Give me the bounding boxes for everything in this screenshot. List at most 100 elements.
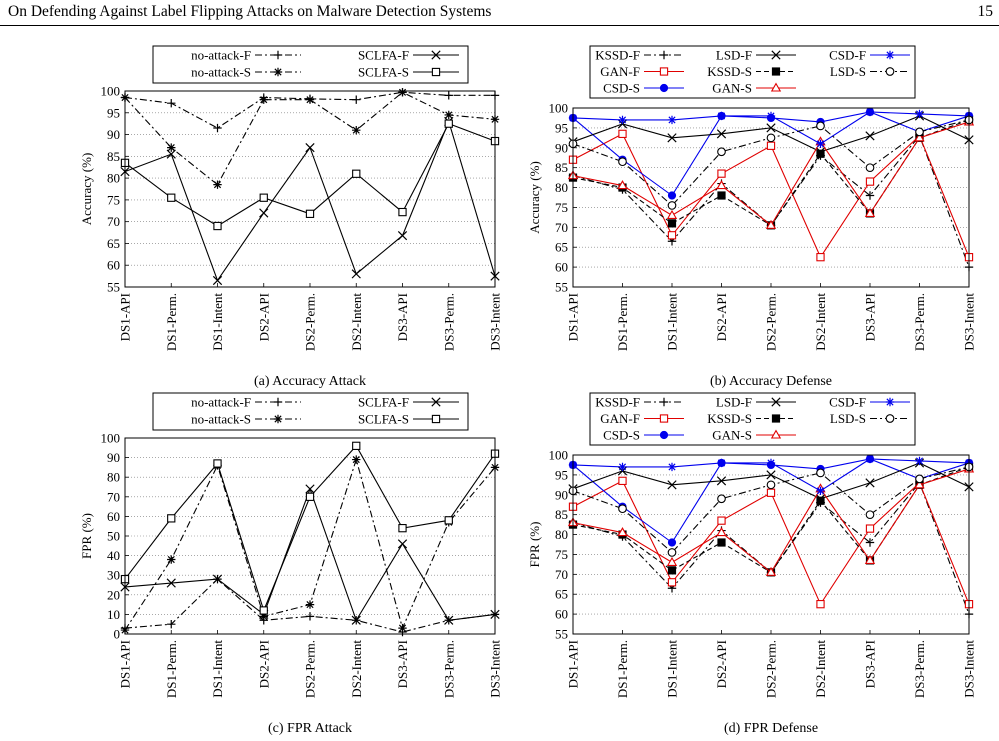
chart-c-ytick-3: 30 [107, 568, 120, 583]
chart-d-series-csd-f-point-3 [717, 458, 726, 468]
chart-b-ylabel: Accuracy (%) [527, 161, 542, 234]
chart-b-legend-kssd-s-swatch-marker [771, 67, 781, 76]
chart-d-xtick-ds1-perm: DS1-Perm. [615, 640, 630, 698]
chart-b-series-gan-f-point-6 [865, 177, 875, 186]
chart-c-series-sclfa-s-point-3 [259, 606, 268, 615]
chart-d-ytick-7: 90 [555, 487, 568, 502]
chart-d-series-csd-f-point-6 [865, 454, 875, 464]
chart-a-series-sclfa-f-line [124, 119, 496, 282]
chart-b-series-csd-s-point-2 [667, 191, 677, 200]
chart-b-ytick-3: 70 [555, 220, 568, 235]
chart-b-legend-lsd-f-label: LSD-F [716, 48, 752, 63]
chart-d-ytick-8: 95 [555, 467, 568, 482]
chart-d-series-csd-f-point-1 [618, 462, 627, 472]
chart-c-xtick-ds2-perm: DS2-Perm. [303, 640, 318, 698]
chart-d-ytick-6: 85 [555, 507, 568, 522]
chart-d-series-gan-f-point-3 [717, 516, 726, 525]
chart-d-ytick-5: 80 [555, 527, 568, 542]
chart-c-series-sclfa-f-point-6 [397, 539, 408, 549]
chart-a-ytick-1: 60 [107, 258, 120, 273]
chart-b-series-lsd-f-point-3 [716, 129, 727, 139]
chart-c-series-sclfa-f-point-5 [351, 615, 361, 625]
chart-b-ytick-8: 95 [555, 120, 568, 135]
chart-a-xtick-ds1-api: DS1-API [118, 293, 133, 341]
chart-c-legend-no-attack-f-label: no-attack-F [191, 395, 251, 410]
chart-b-xtick-ds3-api: DS3-API [863, 293, 878, 341]
chart-a-series-sclfa-s-point-2 [213, 221, 222, 231]
chart-c-ytick-1: 10 [107, 607, 120, 622]
chart-b-series-csd-f-point-5 [816, 139, 825, 148]
chart-b-series-gan-f-point-4 [766, 141, 776, 150]
chart-b-legend-kssd-f-swatch-marker [659, 50, 669, 60]
chart-b-ytick-9: 100 [549, 101, 569, 116]
chart-c-ylabel: FPR (%) [79, 513, 94, 559]
chart-d-series-lsd-s-line [572, 466, 970, 554]
chart-d-xtick-ds2-perm: DS2-Perm. [764, 640, 779, 698]
chart-c-ytick-7: 70 [107, 489, 120, 504]
chart-c-xtick-ds3-api: DS3-API [395, 640, 410, 688]
chart-c-series-no-attack-f-line [124, 578, 496, 633]
chart-a-series-sclfa-s-point-3 [259, 193, 268, 202]
chart-b-ytick-2: 65 [555, 240, 568, 255]
chart-b-xtick-ds3-perm: DS3-Perm. [912, 293, 927, 351]
chart-b-caption: (b) Accuracy Defense [710, 374, 832, 389]
chart-a-xtick-ds3-perm: DS3-Perm. [441, 293, 456, 351]
chart-a-series-sclfa-f-point-3 [259, 208, 269, 218]
chart-d-series-gan-f-point-6 [865, 524, 875, 533]
chart-a-xtick-ds2-api: DS2-API [256, 293, 271, 341]
chart-b-xtick-ds2-perm: DS2-Perm. [764, 293, 779, 351]
chart-d-legend-lsd-f-label: LSD-F [716, 395, 752, 410]
chart-c-series-no-attack-f-point-4 [305, 612, 315, 621]
chart-d-series-lsd-s-point-7 [915, 474, 924, 484]
chart-a-series-no-attack-f-point-5 [352, 95, 361, 104]
chart-c-xtick-ds1-perm: DS1-Perm. [164, 640, 179, 698]
chart-d-legend-csd-s-label: CSD-S [603, 428, 640, 443]
chart-b-series-csd-f-point-7 [915, 109, 924, 119]
chart-d-legend-lsd-s-swatch-marker [885, 414, 895, 423]
chart-c-ytick-2: 20 [107, 587, 120, 602]
chart-a-ytick-6: 85 [107, 149, 120, 164]
chart-a-series-no-attack-s-line [124, 91, 496, 186]
chart-d-legend-gan-s-label: GAN-S [712, 428, 752, 443]
chart-b-series-gan-s-point-3 [716, 180, 727, 190]
chart-c-ytick-6: 60 [107, 509, 120, 524]
chart-a-legend-no-attack-s-label: no-attack-S [191, 65, 251, 80]
chart-a-ytick-0: 55 [107, 280, 120, 295]
chart-a-series-no-attack-s-point-4 [305, 95, 315, 104]
chart-c-ytick-4: 40 [107, 548, 120, 563]
chart-b-series-lsd-s-point-6 [865, 163, 875, 173]
chart-c-legend-no-attack-s-label: no-attack-S [191, 412, 251, 427]
chart-b-series-lsd-s-point-3 [717, 147, 726, 157]
chart-c-xtick-ds3-perm: DS3-Perm. [441, 640, 456, 698]
chart-a-ylabel: Accuracy (%) [79, 153, 94, 226]
chart-b-xtick-ds1-api: DS1-API [566, 293, 581, 341]
chart-c-series-sclfa-s-point-4 [305, 492, 315, 501]
chart-b-series-gan-f-point-5 [816, 253, 825, 262]
chart-b-series-lsd-s-point-7 [915, 127, 924, 137]
chart-a-xtick-ds3-intent: DS3-Intent [488, 293, 503, 351]
chart-d-series-gan-s-point-2 [666, 556, 678, 566]
chart-d-series-gan-s-point-1 [617, 527, 628, 537]
chart-d-ytick-3: 70 [555, 567, 568, 582]
chart-b-series-gan-s-point-2 [666, 209, 678, 219]
chart-a-series-sclfa-f-point-1 [166, 149, 176, 159]
chart-b-series-gan-s-point-1 [617, 180, 628, 190]
chart-a-series-no-attack-s-point-7 [444, 110, 453, 120]
chart-b-series-gan-f-point-3 [717, 169, 726, 178]
chart-c-legend-no-attack-s-swatch-marker [273, 414, 283, 424]
chart-a-legend-sclfa-f-swatch-marker [431, 50, 441, 60]
chart-d-series-lsd-f-point-4 [766, 470, 776, 480]
chart-a-series-no-attack-s-point-1 [167, 143, 176, 152]
chart-c-series-sclfa-s-point-5 [352, 441, 361, 450]
chart-c-series-sclfa-s-line [124, 444, 496, 613]
chart-d-legend-lsd-f-swatch-marker [771, 397, 781, 407]
chart-b-legend-csd-f-label: CSD-F [829, 48, 866, 63]
chart-b-legend-csd-s-swatch-marker [659, 83, 669, 93]
chart-d-xtick-ds1-api: DS1-API [566, 640, 581, 688]
chart-c-plot-frame [124, 437, 496, 635]
chart-b-series-lsd-f-point-6 [865, 131, 875, 141]
chart-d-legend-csd-s-swatch-marker [659, 430, 669, 440]
chart-d-legend-kssd-s-label: KSSD-S [707, 411, 752, 426]
chart-b-series-lsd-f-point-2 [667, 133, 677, 143]
chart-a-legend-sclfa-f-label: SCLFA-F [358, 48, 409, 63]
